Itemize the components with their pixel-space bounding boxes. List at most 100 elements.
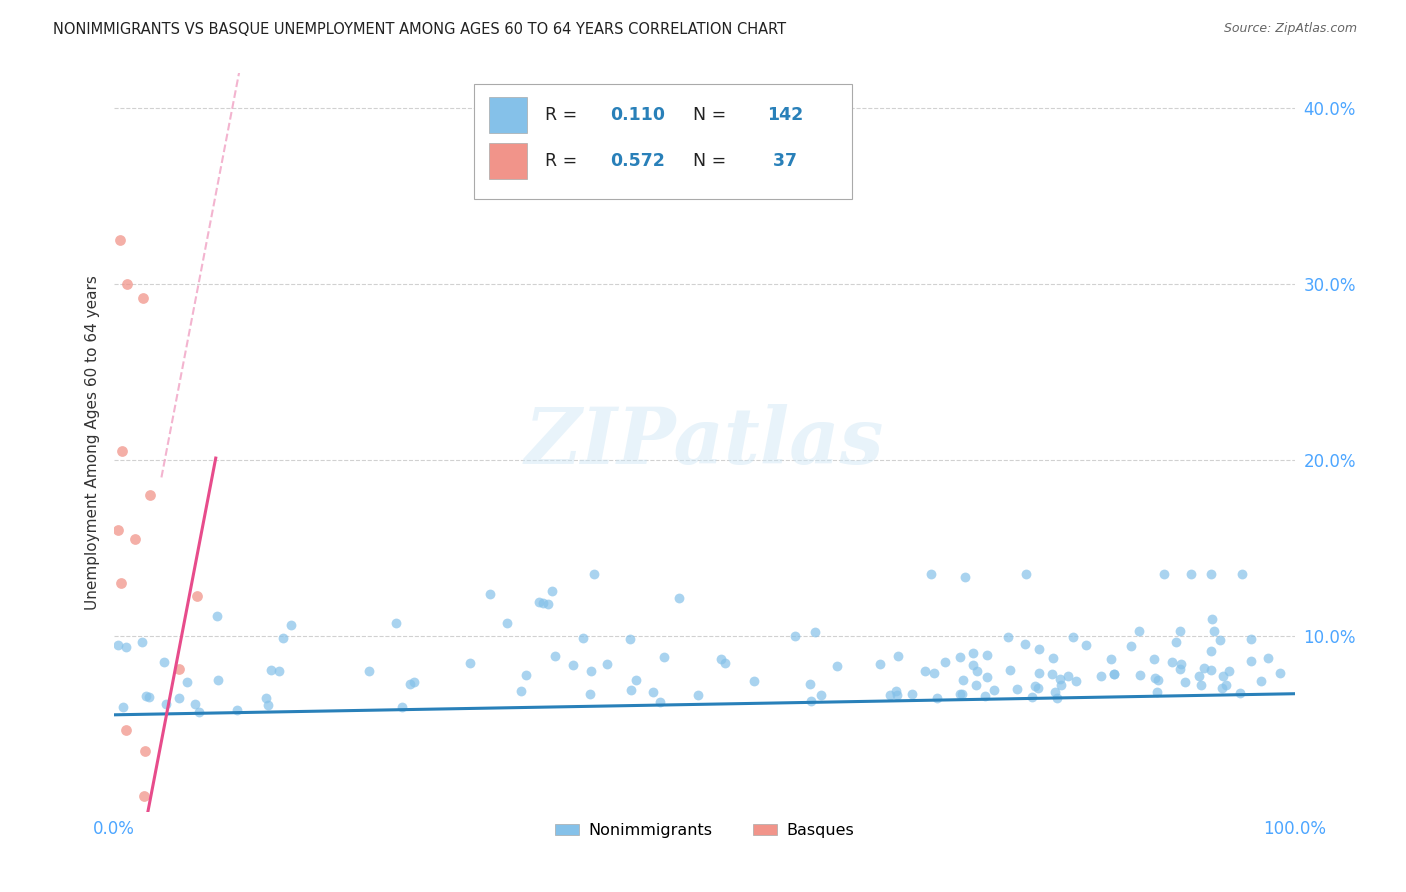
Point [259,663,281,677]
Point [1174,675,1197,690]
Point [668,591,690,606]
Point [952,673,974,688]
Point [1208,632,1230,647]
Point [650,695,672,709]
Point [949,687,972,701]
Point [257,698,280,712]
Point [949,650,972,665]
Point [527,595,550,609]
Point [1146,684,1168,698]
Point [1180,567,1202,582]
Point [1201,567,1223,582]
Point [962,646,984,660]
Point [134,821,156,835]
FancyBboxPatch shape [488,143,527,178]
Text: 142: 142 [768,106,803,124]
Point [620,683,643,698]
Point [398,676,420,690]
Point [710,652,733,666]
Point [1143,652,1166,666]
Point [1042,650,1064,665]
Point [402,674,425,689]
Point [973,689,995,703]
Point [810,688,832,702]
Point [271,632,294,646]
Text: R =: R = [546,152,583,169]
FancyBboxPatch shape [488,97,527,133]
Point [1215,678,1237,692]
Point [1268,666,1291,681]
Point [1170,657,1192,672]
Point [879,688,901,702]
Text: R =: R = [546,106,583,124]
Point [1043,685,1066,699]
Point [114,640,136,655]
Point [131,291,153,305]
Point [976,670,998,684]
Point [143,812,166,826]
Point [478,587,501,601]
Point [953,569,976,583]
Point [714,656,737,670]
Point [117,817,139,831]
Point [1024,679,1046,693]
Point [927,691,949,706]
Point [155,698,177,712]
Point [225,703,247,717]
Point [1161,655,1184,669]
Point [652,649,675,664]
Point [1021,690,1043,705]
Point [128,814,150,828]
Point [129,847,152,862]
Point [1014,637,1036,651]
Point [496,616,519,631]
Point [950,688,973,702]
Point [887,648,910,663]
Legend: Nonimmigrants, Basques: Nonimmigrants, Basques [548,816,860,844]
Point [1218,664,1240,678]
Point [515,667,537,681]
Point [983,683,1005,698]
Point [1064,673,1087,688]
Point [742,674,765,689]
Point [804,625,827,640]
Point [176,674,198,689]
Point [1028,665,1050,680]
Y-axis label: Unemployment Among Ages 60 to 64 years: Unemployment Among Ages 60 to 64 years [86,275,100,610]
Point [1129,668,1152,682]
Point [1199,643,1222,657]
Point [541,584,564,599]
Point [1168,624,1191,638]
Point [998,663,1021,677]
Point [825,659,848,673]
Point [1076,639,1098,653]
Point [962,658,984,673]
Text: N =: N = [693,106,731,124]
Point [965,678,987,692]
Point [920,567,942,582]
Point [1057,668,1080,682]
Text: NONIMMIGRANTS VS BASQUE UNEMPLOYMENT AMONG AGES 60 TO 64 YEARS CORRELATION CHART: NONIMMIGRANTS VS BASQUE UNEMPLOYMENT AMO… [53,22,786,37]
Point [114,723,136,738]
Point [562,657,585,672]
Point [886,688,908,702]
Point [207,673,229,687]
Point [107,638,129,652]
Point [134,744,156,758]
Text: 37: 37 [768,152,797,169]
Point [536,597,558,611]
Point [966,664,988,678]
Point [1230,567,1253,582]
Point [138,488,160,502]
Point [167,691,190,706]
Point [1192,661,1215,675]
Point [976,648,998,662]
Point [581,665,603,679]
Point [391,700,413,714]
Point [1099,651,1122,665]
Point [385,616,408,631]
Point [619,632,641,646]
Point [934,655,956,669]
Point [131,635,153,649]
Point [1040,666,1063,681]
